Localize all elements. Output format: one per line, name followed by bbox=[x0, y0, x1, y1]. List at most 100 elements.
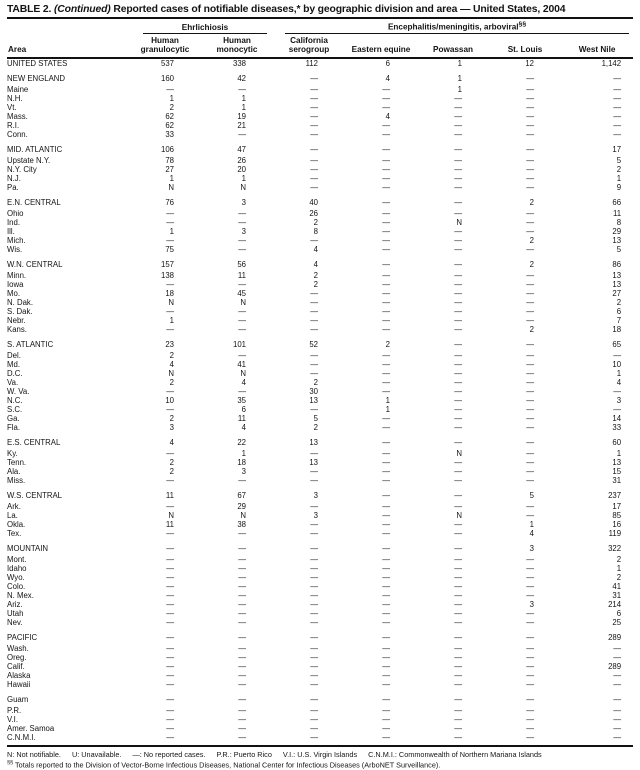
area-cell: UNITED STATES bbox=[7, 59, 68, 69]
value-cell: 112 bbox=[305, 59, 319, 69]
footnotes: N: Not notifiable. U: Unavailable. —: No r… bbox=[7, 745, 633, 769]
value-cell: 8 bbox=[313, 227, 319, 237]
legend-unavailable: U: Unavailable. bbox=[71, 750, 122, 760]
value-cell: 11 bbox=[237, 414, 247, 424]
area-cell: R.I. bbox=[7, 121, 20, 131]
value-cell: — bbox=[454, 423, 463, 433]
value-cell: 76 bbox=[165, 198, 174, 208]
area-cell: Wyo. bbox=[7, 573, 25, 583]
table-row: Wis. 75 — 4 — — — 5 bbox=[7, 245, 633, 254]
table-row: La. N N 3 — N — 85 bbox=[7, 511, 633, 520]
value-cell: — bbox=[526, 396, 535, 406]
value-cell: 23 bbox=[165, 340, 174, 350]
value-cell: — bbox=[526, 316, 535, 326]
value-cell: — bbox=[310, 582, 319, 592]
value-cell: — bbox=[238, 582, 247, 592]
area-cell: Mo. bbox=[7, 289, 20, 299]
value-cell: — bbox=[526, 307, 535, 317]
value-cell: — bbox=[382, 351, 391, 361]
value-cell: — bbox=[310, 680, 319, 690]
value-cell: — bbox=[613, 94, 622, 104]
value-cell: 78 bbox=[165, 156, 174, 166]
area-cell: Md. bbox=[7, 360, 20, 370]
area-cell: Conn. bbox=[7, 130, 28, 140]
value-cell: — bbox=[238, 387, 247, 397]
value-cell: — bbox=[526, 298, 535, 308]
value-cell: — bbox=[166, 387, 174, 397]
value-cell: 20 bbox=[237, 165, 247, 175]
value-cell: — bbox=[613, 706, 622, 716]
legend-puerto-rico: P.R.: Puerto Rico bbox=[216, 750, 272, 760]
value-cell: — bbox=[310, 555, 319, 565]
value-cell: — bbox=[382, 715, 391, 725]
value-cell: 157 bbox=[160, 260, 174, 270]
value-cell: — bbox=[382, 121, 391, 131]
value-cell: — bbox=[382, 236, 391, 246]
value-cell: 13 bbox=[309, 458, 319, 468]
table-row: Amer. Samoa — — — — — — — bbox=[7, 724, 633, 733]
value-cell: — bbox=[526, 573, 535, 583]
area-cell: E.N. CENTRAL bbox=[7, 198, 61, 208]
value-cell: N bbox=[456, 449, 463, 459]
area-cell: Amer. Samoa bbox=[7, 724, 55, 734]
table-row: Miss. — — — — — — 31 bbox=[7, 476, 633, 485]
value-cell: N bbox=[168, 511, 174, 521]
table-row: Iowa — — 2 — — — 13 bbox=[7, 280, 633, 289]
value-cell: — bbox=[526, 74, 535, 84]
area-cell: Idaho bbox=[7, 564, 27, 574]
value-cell: 75 bbox=[165, 245, 174, 255]
value-cell: 4 bbox=[385, 74, 391, 84]
value-cell: 4 bbox=[385, 112, 391, 122]
table-row: Pa. N N — — — — 9 bbox=[7, 183, 633, 192]
area-cell: Fla. bbox=[7, 423, 20, 433]
value-cell: — bbox=[526, 671, 535, 681]
area-cell: Ohio bbox=[7, 209, 24, 219]
table-row: UNITED STATES 537 338 112 6 1 12 1,142 bbox=[7, 58, 633, 68]
table-row: S.C. — 6 — 1 — — — bbox=[7, 405, 633, 414]
area-cell: Ga. bbox=[7, 414, 20, 424]
area-cell: Miss. bbox=[7, 476, 26, 486]
table-row: Okla. 11 38 — — — 1 16 bbox=[7, 520, 633, 529]
area-cell: W.S. CENTRAL bbox=[7, 491, 63, 501]
value-cell: — bbox=[310, 145, 319, 155]
value-cell: 65 bbox=[612, 340, 622, 350]
value-cell: — bbox=[238, 671, 247, 681]
group-footnote-marker: §§ bbox=[518, 21, 527, 28]
value-cell: — bbox=[613, 112, 622, 122]
value-cell: 6 bbox=[385, 59, 391, 69]
value-cell: 1 bbox=[616, 564, 622, 574]
value-cell: — bbox=[454, 644, 463, 654]
value-cell: — bbox=[382, 680, 391, 690]
value-cell: 2 bbox=[169, 351, 174, 361]
value-cell: — bbox=[238, 733, 247, 743]
table-row: Mont. — — — — — — 2 bbox=[7, 555, 633, 564]
value-cell: 21 bbox=[237, 121, 247, 131]
area-cell: NEW ENGLAND bbox=[7, 74, 66, 84]
value-cell: — bbox=[310, 121, 319, 131]
value-cell: — bbox=[526, 165, 535, 175]
value-cell: 2 bbox=[313, 218, 319, 228]
value-cell: — bbox=[382, 316, 391, 326]
value-cell: — bbox=[238, 307, 247, 317]
value-cell: — bbox=[526, 591, 535, 601]
title-rest: Reported cases of notifiable diseases,* … bbox=[113, 4, 566, 15]
value-cell: — bbox=[454, 298, 463, 308]
value-cell: — bbox=[310, 103, 319, 113]
area-cell: V.I. bbox=[7, 715, 18, 725]
value-cell: — bbox=[238, 218, 247, 228]
value-cell: — bbox=[166, 476, 174, 486]
area-cell: Tex. bbox=[7, 529, 22, 539]
value-cell: N bbox=[168, 369, 174, 379]
value-cell: — bbox=[166, 555, 174, 565]
value-cell: — bbox=[238, 564, 247, 574]
table-row: Tex. — — — — — 4 119 bbox=[7, 529, 633, 538]
value-cell: — bbox=[310, 706, 319, 716]
area-cell: Colo. bbox=[7, 582, 26, 592]
table-row: V.I. — — — — — — — bbox=[7, 715, 633, 724]
value-cell: — bbox=[526, 351, 535, 361]
area-cell: Va. bbox=[7, 378, 19, 388]
value-cell: 45 bbox=[237, 289, 247, 299]
table-row: Ohio — — 26 — — — 11 bbox=[7, 209, 633, 218]
table-row: W.N. CENTRAL 157 56 4 — — 2 86 bbox=[7, 254, 633, 271]
column-header-st-louis: St. Louis bbox=[489, 33, 562, 60]
